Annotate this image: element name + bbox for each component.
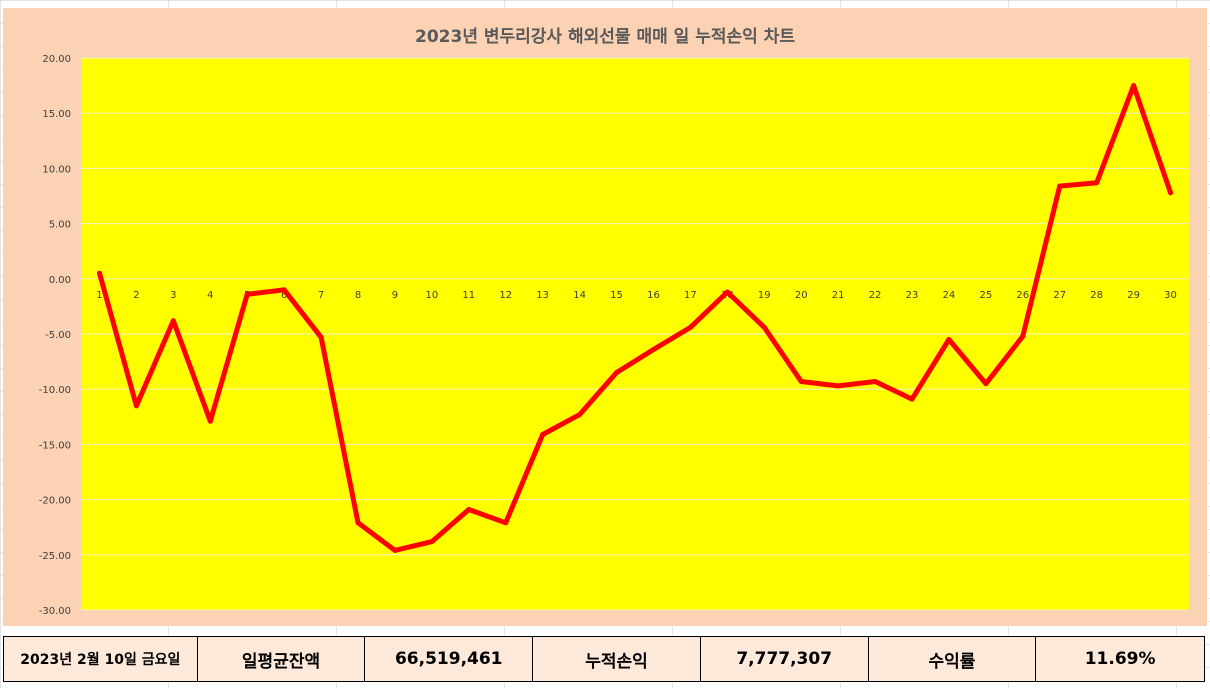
data-point xyxy=(798,378,804,384)
data-point xyxy=(503,520,509,526)
x-tick-label: 20 xyxy=(795,290,808,301)
summary-pnl-value: 7,777,307 xyxy=(701,637,869,681)
data-point xyxy=(466,507,472,513)
data-point xyxy=(244,291,250,297)
x-tick-label: 1 xyxy=(96,290,102,301)
data-point xyxy=(392,547,398,553)
x-tick-label: 12 xyxy=(499,290,512,301)
x-tick-label: 30 xyxy=(1164,290,1177,301)
y-tick-label: -20.00 xyxy=(39,496,71,507)
y-tick-label: -25.00 xyxy=(39,551,71,562)
gridlines xyxy=(81,57,1189,611)
x-tick-label: 24 xyxy=(943,290,956,301)
data-point xyxy=(540,431,546,437)
data-point xyxy=(1020,333,1026,339)
x-tick-label: 16 xyxy=(647,290,660,301)
x-tick-label: 11 xyxy=(462,290,475,301)
x-tick-label: 19 xyxy=(758,290,771,301)
data-point xyxy=(429,539,435,545)
x-tick-label: 2 xyxy=(133,290,139,301)
data-point xyxy=(355,520,361,526)
data-point xyxy=(318,334,324,340)
y-tick-label: 0.00 xyxy=(49,275,71,286)
x-tick-label: 8 xyxy=(355,290,361,301)
series-group xyxy=(96,83,1174,553)
x-tick-label: 14 xyxy=(573,290,586,301)
line-chart: 20.00 15.00 10.00 5.00 0.00 -5.00 -10.00 -15.00… xyxy=(39,54,1189,617)
x-tick-label: 4 xyxy=(207,290,213,301)
summary-pnl-label: 누적손익 xyxy=(533,637,701,681)
x-tick-label: 9 xyxy=(392,290,398,301)
x-tick-label: 25 xyxy=(979,290,992,301)
data-point xyxy=(1131,83,1137,89)
data-point xyxy=(614,370,620,376)
x-tick-label: 23 xyxy=(906,290,919,301)
y-tick-label: 20.00 xyxy=(42,54,71,65)
data-point xyxy=(207,418,213,424)
summary-date: 2023년 2월 10일 금요일 xyxy=(4,637,198,681)
summary-balance-value: 66,519,461 xyxy=(365,637,534,681)
y-tick-label: 15.00 xyxy=(42,109,71,120)
data-point xyxy=(1168,190,1174,196)
data-point xyxy=(170,318,176,324)
y-tick-label: -5.00 xyxy=(45,330,71,341)
x-tick-label: 6 xyxy=(281,290,287,301)
x-tick-label: 7 xyxy=(318,290,324,301)
y-tick-label: -15.00 xyxy=(39,440,71,451)
y-axis: 20.00 15.00 10.00 5.00 0.00 -5.00 -10.00 -15.00… xyxy=(39,54,71,617)
x-tick-label: 17 xyxy=(684,290,697,301)
x-tick-label: 27 xyxy=(1053,290,1066,301)
x-tick-label: 21 xyxy=(832,290,845,301)
data-point xyxy=(946,337,952,343)
y-tick-label: 10.00 xyxy=(42,164,71,175)
data-point xyxy=(577,412,583,418)
chart-title: 2023년 변두리강사 해외선물 매매 일 누적손익 차트 xyxy=(415,27,795,47)
x-tick-label: 3 xyxy=(170,290,176,301)
series-line xyxy=(97,83,1173,553)
summary-table: 2023년 2월 10일 금요일 일평균잔액 66,519,461 누적손익 7… xyxy=(3,636,1205,682)
data-point xyxy=(96,270,102,276)
summary-return-value: 11.69% xyxy=(1084,649,1156,669)
x-tick-label: 26 xyxy=(1016,290,1029,301)
x-tick-label: 15 xyxy=(610,290,623,301)
data-point xyxy=(1057,183,1063,189)
x-tick-label: 22 xyxy=(869,290,882,301)
data-point xyxy=(983,381,989,387)
y-tick-label: 5.00 xyxy=(49,220,71,231)
data-point xyxy=(133,403,139,409)
summary-return-label: 수익률 xyxy=(869,637,1037,681)
x-tick-label: 29 xyxy=(1127,290,1140,301)
data-point xyxy=(724,289,730,295)
data-point xyxy=(281,287,287,293)
y-tick-label: -30.00 xyxy=(39,606,71,617)
x-tick-label: 13 xyxy=(536,290,549,301)
y-tick-label: -10.00 xyxy=(39,385,71,396)
summary-balance-label: 일평균잔액 xyxy=(198,637,366,681)
data-point xyxy=(761,324,767,330)
x-tick-label: 10 xyxy=(425,290,438,301)
data-point xyxy=(909,396,915,402)
chart-area[interactable]: 2023년 변두리강사 해외선물 매매 일 누적손익 차트 20.00 15.00… xyxy=(3,8,1207,626)
data-point xyxy=(1094,180,1100,186)
data-point xyxy=(650,346,656,352)
data-point xyxy=(835,383,841,389)
data-point xyxy=(872,378,878,384)
x-tick-label: 28 xyxy=(1090,290,1103,301)
data-point xyxy=(687,324,693,330)
